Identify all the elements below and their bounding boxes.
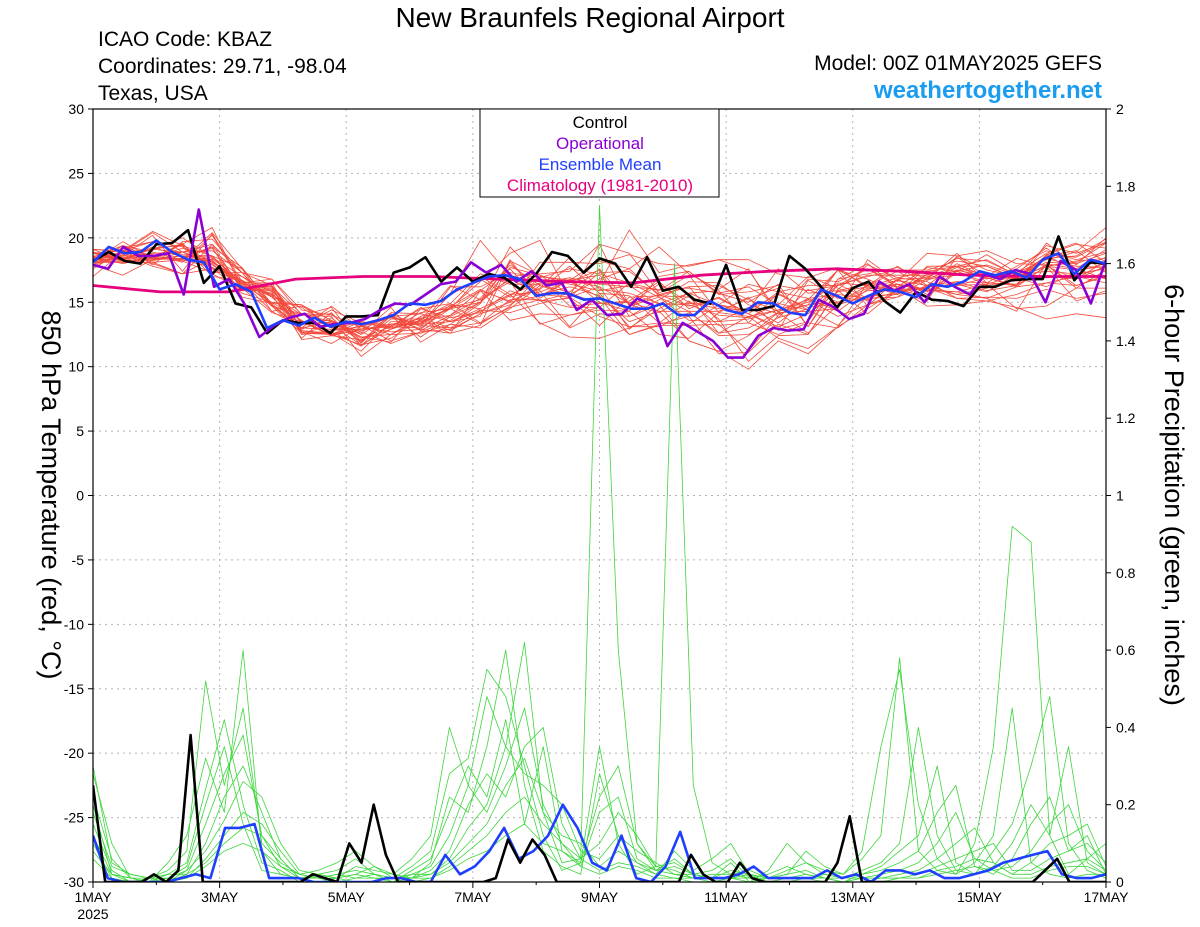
coordinates: Coordinates: 29.71, -98.04 (98, 55, 347, 78)
x-tick-label: 15MAY (957, 889, 1003, 905)
model-run: Model: 00Z 01MAY2025 GEFS (814, 52, 1102, 75)
legend-climatology: Climatology (1981-2010) (507, 176, 693, 195)
x-tick-label: 3MAY (201, 889, 239, 905)
temp-member-line (93, 239, 1106, 347)
climatology-line (93, 267, 1106, 294)
y-tick-label: 10 (68, 359, 84, 375)
y2-tick-label: 1.6 (1116, 256, 1136, 272)
temp-ensemble-mean-line (93, 239, 1106, 330)
y2-tick-label: 2 (1116, 101, 1124, 117)
x-tick-label: 7MAY (454, 889, 492, 905)
y-tick-label: -10 (64, 616, 84, 632)
y2-tick-label: 0.2 (1116, 797, 1136, 813)
y2-tick-label: 0.8 (1116, 565, 1136, 581)
x-tick-label: 1MAY (74, 889, 112, 905)
y-tick-label: -25 (64, 810, 84, 826)
temp-operational-line (93, 208, 1106, 359)
y-tick-label: 15 (68, 294, 84, 310)
legend-operational: Operational (556, 134, 644, 153)
y-tick-label: -20 (64, 745, 84, 761)
region: Texas, USA (98, 82, 208, 105)
temp-member-line (93, 233, 1106, 362)
y2-axis-label: 6-hour Precipitation (green, inches) (1159, 284, 1189, 706)
site-link[interactable]: weathertogether.net (873, 77, 1102, 104)
legend-box (479, 108, 720, 198)
y-tick-label: 0 (76, 488, 84, 504)
y2-tick-label: 0.6 (1116, 642, 1136, 658)
x-tick-label: 9MAY (581, 889, 619, 905)
y-axis-label: 850 hPa Temperature (red, °C) (36, 311, 66, 680)
axes: 302520151050-5-10-15-20-25-3021.81.61.41… (64, 101, 1136, 922)
x-tick-label: 11MAY (704, 889, 748, 905)
precip-member-line (93, 727, 1106, 882)
temp-member-line (93, 227, 1106, 335)
x-tick-label: 13MAY (830, 889, 876, 905)
x-tick-year: 2025 (77, 906, 108, 922)
y2-tick-label: 1.8 (1116, 178, 1136, 194)
y2-tick-label: 1.4 (1116, 333, 1136, 349)
y2-tick-label: 1.2 (1116, 410, 1136, 426)
x-tick-label: 17MAY (1084, 889, 1130, 905)
x-tick-label: 5MAY (328, 889, 366, 905)
temp-control-line (93, 228, 1106, 335)
temp-member-line (93, 242, 1106, 342)
temp-member-line (93, 246, 1106, 330)
precip-member-line (93, 649, 1106, 882)
precip-ensemble-mean-line (93, 803, 1106, 882)
legend: Control Operational Ensemble Mean Climat… (479, 108, 720, 198)
precip-member-line (93, 796, 1106, 882)
legend-ensemble-mean: Ensemble Mean (539, 155, 662, 174)
y2-tick-label: 0.4 (1116, 719, 1136, 735)
precipitation-series (93, 733, 1106, 882)
y-tick-label: 30 (68, 101, 84, 117)
y-tick-label: 20 (68, 230, 84, 246)
y2-tick-label: 1 (1116, 488, 1124, 504)
temperature-series (93, 208, 1106, 359)
y-tick-label: 5 (76, 423, 84, 439)
temp-member-line (93, 241, 1106, 335)
temp-member-line (93, 245, 1106, 329)
icao-code: ICAO Code: KBAZ (98, 28, 272, 51)
y2-tick-label: 0 (1116, 874, 1124, 890)
y-tick-label: -30 (64, 874, 84, 890)
y-tick-label: 25 (68, 165, 84, 181)
chart-title: New Braunfels Regional Airport (395, 2, 785, 33)
grid (93, 109, 1106, 882)
y-tick-label: -5 (72, 552, 85, 568)
precip-member-line (93, 719, 1106, 882)
precip-member-line (93, 746, 1106, 882)
y-tick-label: -15 (64, 681, 84, 697)
legend-control: Control (573, 113, 628, 132)
